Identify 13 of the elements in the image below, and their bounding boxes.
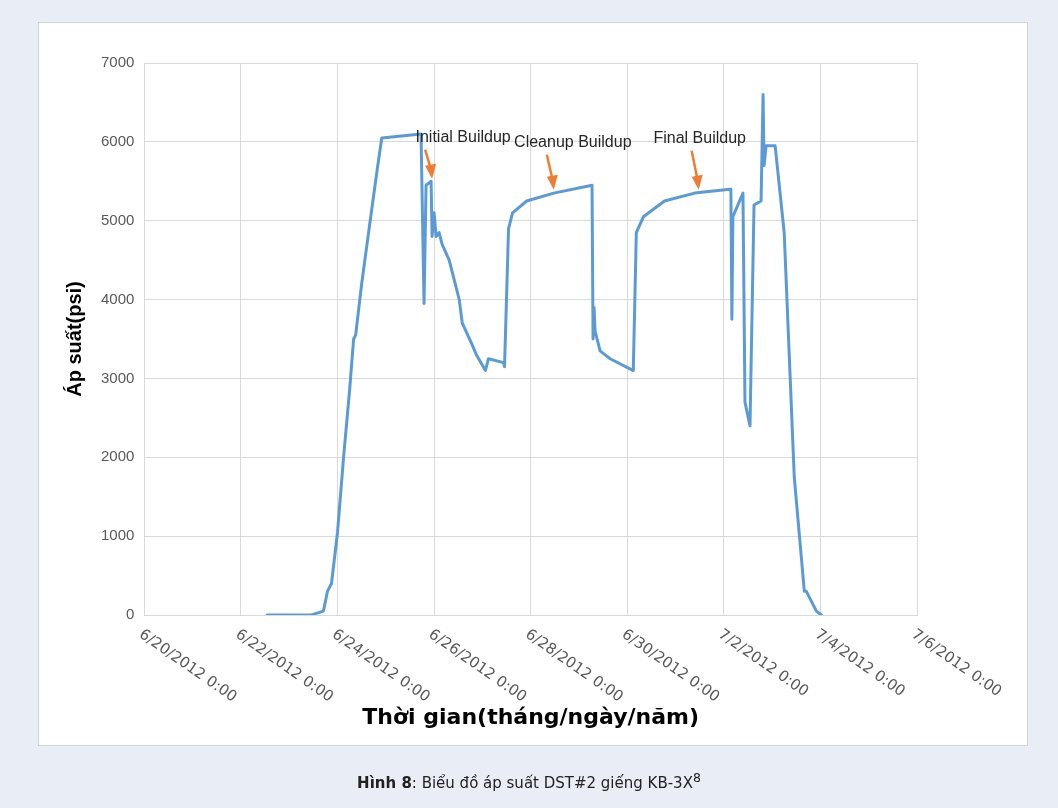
annotation: Cleanup Buildup — [514, 133, 632, 151]
y-tick-label: 4000 — [100, 289, 135, 307]
y-tick-label: 3000 — [100, 368, 135, 386]
x-axis-title: Thời gian(tháng/ngày/năm) — [362, 703, 700, 729]
y-tick-label: 5000 — [100, 210, 135, 228]
y-tick-label: 6000 — [100, 132, 135, 149]
y-tick-label: 7000 — [100, 53, 135, 71]
y-axis-title: Áp suất(psi) — [62, 281, 85, 397]
annotation: Final Buildup — [653, 129, 747, 147]
y-tick-label: 1000 — [100, 526, 135, 544]
text: Hình 8: Biểu đồ áp suất DST#2 giếng KB-3X$^{8}$ — [357, 770, 701, 792]
y-tick-label: 0 — [126, 605, 135, 623]
y-tick-label: 2000 — [100, 447, 135, 465]
